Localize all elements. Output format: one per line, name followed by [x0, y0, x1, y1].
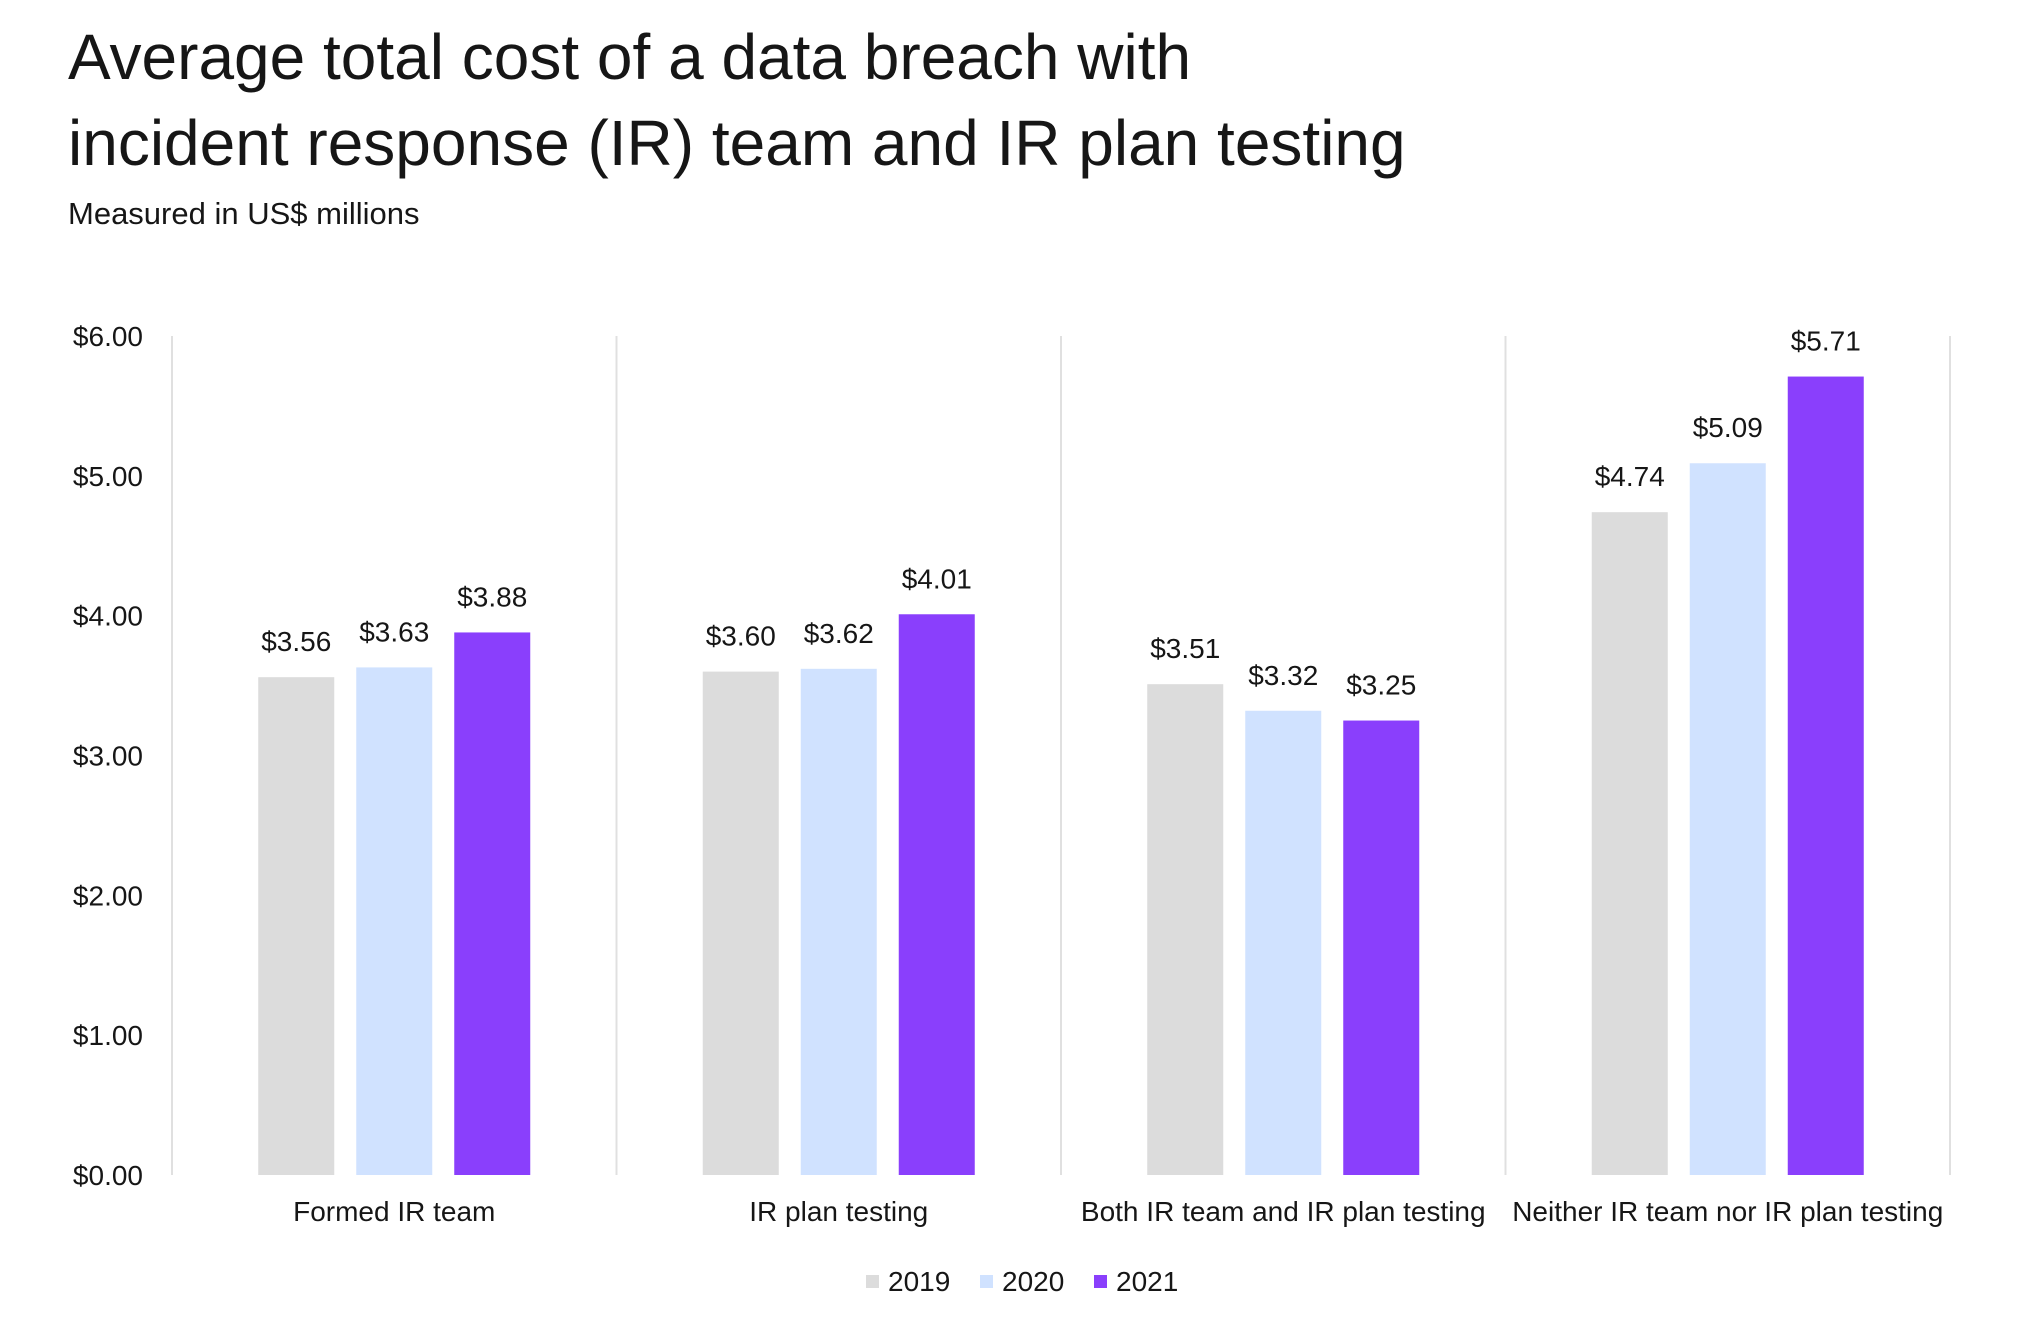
- bar: [702, 671, 779, 1175]
- legend-swatch: [980, 1275, 993, 1288]
- x-category-label: Neither IR team nor IR plan testing: [1512, 1196, 1943, 1227]
- legend-label: 2020: [1002, 1266, 1064, 1297]
- data-label: $3.88: [457, 581, 527, 612]
- x-category-label: Formed IR team: [293, 1196, 495, 1227]
- y-tick-label: $4.00: [73, 601, 143, 632]
- bar: [1689, 463, 1766, 1176]
- chart-title-line-2: incident response (IR) team and IR plan …: [68, 107, 1406, 179]
- legend: 2019 2020 2021: [866, 1266, 1178, 1297]
- data-label: $5.71: [1791, 326, 1861, 357]
- y-tick-label: $0.00: [73, 1160, 143, 1191]
- data-label: $4.74: [1595, 461, 1665, 492]
- bar: [1787, 376, 1864, 1176]
- chart-title-line-1: Average total cost of a data breach with: [68, 21, 1192, 93]
- legend-swatch: [866, 1275, 879, 1288]
- bar: [258, 677, 335, 1175]
- y-axis: $0.00 $1.00 $2.00 $3.00 $4.00 $5.00 $6.00: [73, 321, 143, 1191]
- bar: [454, 632, 531, 1175]
- y-tick-label: $1.00: [73, 1020, 143, 1051]
- bar: [1245, 710, 1322, 1175]
- data-label: $3.56: [261, 626, 331, 657]
- data-label: $3.63: [359, 616, 429, 647]
- x-category-label: IR plan testing: [749, 1196, 928, 1227]
- chart-title: Average total cost of a data breach with…: [68, 14, 1406, 186]
- data-label: $3.60: [706, 621, 776, 652]
- bars: [258, 376, 1864, 1176]
- data-label: $3.25: [1346, 670, 1416, 701]
- bar: [1343, 720, 1420, 1175]
- y-tick-label: $5.00: [73, 461, 143, 492]
- bar: [800, 668, 877, 1175]
- y-tick-label: $2.00: [73, 880, 143, 911]
- x-axis: Formed IR team IR plan testing Both IR tea…: [293, 1196, 1943, 1227]
- legend-swatch: [1094, 1275, 1107, 1288]
- data-label: $3.62: [804, 618, 874, 649]
- data-label: $4.01: [902, 563, 972, 594]
- data-label: $3.51: [1150, 633, 1220, 664]
- chart-subtitle: Measured in US$ millions: [68, 196, 420, 231]
- bar: [356, 667, 433, 1175]
- y-tick-label: $6.00: [73, 321, 143, 352]
- data-labels: $3.56 $3.63 $3.88 $3.60 $3.62 $4.01 $3.51 $3.32…: [261, 326, 1861, 701]
- x-category-label: Both IR team and IR plan testing: [1081, 1196, 1486, 1227]
- legend-label: 2021: [1116, 1266, 1178, 1297]
- data-label: $3.32: [1248, 660, 1318, 691]
- category-separators: [171, 336, 1951, 1175]
- bar: [1147, 684, 1224, 1175]
- y-tick-label: $3.00: [73, 741, 143, 772]
- legend-label: 2019: [888, 1266, 950, 1297]
- bar: [898, 614, 975, 1175]
- data-label: $5.09: [1693, 412, 1763, 443]
- bar: [1591, 512, 1668, 1175]
